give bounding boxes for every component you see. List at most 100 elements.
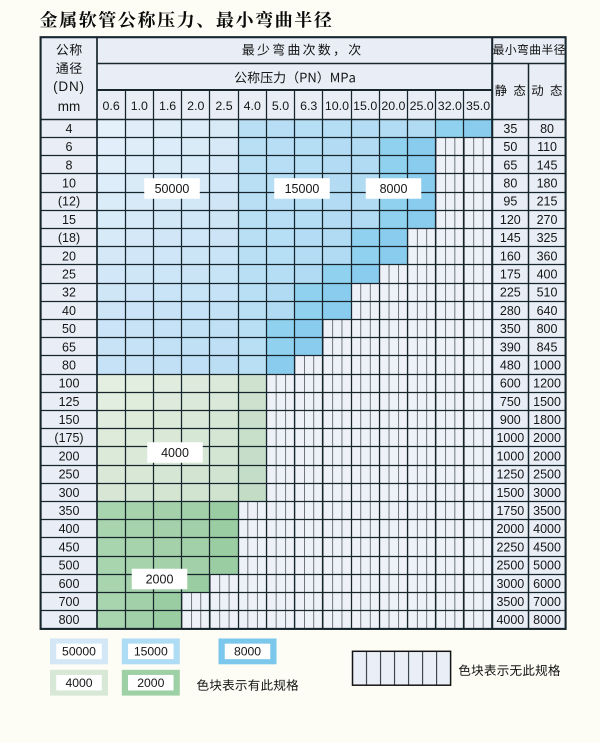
svg-text:8000: 8000 (380, 182, 408, 196)
svg-text:0.6: 0.6 (102, 99, 119, 113)
svg-text:1000: 1000 (533, 358, 561, 372)
svg-text:390: 390 (500, 340, 521, 354)
svg-text:50000: 50000 (155, 182, 190, 196)
svg-text:215: 215 (537, 195, 558, 209)
svg-text:145: 145 (537, 158, 558, 172)
svg-text:2000: 2000 (496, 522, 524, 536)
svg-text:35: 35 (503, 122, 517, 136)
svg-text:4000: 4000 (161, 446, 189, 460)
svg-text:4000: 4000 (533, 522, 561, 536)
svg-text:360: 360 (537, 249, 558, 263)
svg-text:325: 325 (537, 231, 558, 245)
svg-text:50: 50 (62, 322, 76, 336)
svg-text:4000: 4000 (496, 613, 524, 627)
svg-text:2500: 2500 (496, 559, 524, 573)
svg-text:15: 15 (62, 213, 76, 227)
svg-text:2.5: 2.5 (215, 99, 232, 113)
svg-text:1.6: 1.6 (159, 99, 176, 113)
svg-text:20: 20 (62, 249, 76, 263)
svg-text:160: 160 (500, 249, 521, 263)
svg-text:510: 510 (537, 286, 558, 300)
svg-text:6: 6 (66, 140, 73, 154)
svg-text:(175): (175) (54, 431, 83, 445)
svg-text:480: 480 (500, 358, 521, 372)
svg-text:300: 300 (59, 486, 80, 500)
svg-text:1500: 1500 (496, 486, 524, 500)
svg-text:250: 250 (59, 468, 80, 482)
svg-text:1500: 1500 (533, 395, 561, 409)
svg-text:(12): (12) (58, 195, 80, 209)
svg-text:175: 175 (500, 267, 521, 281)
svg-text:110: 110 (537, 140, 557, 154)
svg-text:10.0: 10.0 (325, 99, 349, 113)
svg-text:145: 145 (500, 231, 521, 245)
svg-text:125: 125 (59, 395, 80, 409)
svg-text:800: 800 (59, 613, 80, 627)
svg-text:600: 600 (59, 577, 80, 591)
svg-text:2000: 2000 (146, 572, 174, 586)
svg-text:1000: 1000 (496, 449, 524, 463)
svg-text:3000: 3000 (496, 577, 524, 591)
svg-text:2000: 2000 (533, 449, 561, 463)
svg-text:4: 4 (66, 122, 73, 136)
svg-text:5.0: 5.0 (272, 99, 289, 113)
svg-text:2.0: 2.0 (187, 99, 204, 113)
svg-text:700: 700 (59, 595, 80, 609)
svg-text:4000: 4000 (65, 676, 92, 690)
svg-text:400: 400 (59, 522, 80, 536)
svg-text:15000: 15000 (285, 182, 320, 196)
svg-text:1800: 1800 (533, 413, 561, 427)
svg-text:150: 150 (59, 413, 80, 427)
svg-text:mm: mm (58, 99, 81, 114)
svg-text:95: 95 (503, 195, 517, 209)
svg-text:2250: 2250 (496, 540, 524, 554)
svg-text:3000: 3000 (533, 486, 561, 500)
svg-text:40: 40 (62, 304, 76, 318)
svg-text:3500: 3500 (496, 595, 524, 609)
svg-text:8: 8 (66, 158, 73, 172)
svg-text:4500: 4500 (533, 540, 561, 554)
svg-text:1250: 1250 (496, 468, 524, 482)
svg-text:750: 750 (500, 395, 521, 409)
svg-text:6000: 6000 (533, 577, 561, 591)
svg-text:280: 280 (500, 304, 521, 318)
svg-text:35.0: 35.0 (466, 99, 490, 113)
svg-text:2000: 2000 (533, 431, 561, 445)
svg-text:25: 25 (62, 267, 76, 281)
svg-text:500: 500 (59, 559, 80, 573)
svg-text:270: 270 (537, 213, 558, 227)
svg-text:1200: 1200 (533, 377, 561, 391)
svg-text:1750: 1750 (496, 504, 524, 518)
svg-text:15000: 15000 (134, 645, 168, 659)
svg-text:100: 100 (59, 377, 80, 391)
svg-text:15.0: 15.0 (353, 99, 377, 113)
svg-text:4.0: 4.0 (244, 99, 261, 113)
svg-text:7000: 7000 (533, 595, 561, 609)
svg-text:6.3: 6.3 (300, 99, 317, 113)
svg-text:400: 400 (537, 267, 558, 281)
svg-text:845: 845 (537, 340, 558, 354)
svg-text:900: 900 (500, 413, 521, 427)
svg-text:3500: 3500 (533, 504, 561, 518)
svg-text:80: 80 (503, 176, 517, 190)
svg-text:10: 10 (62, 176, 76, 190)
svg-text:80: 80 (540, 122, 554, 136)
svg-text:50000: 50000 (62, 645, 96, 659)
svg-text:8000: 8000 (234, 645, 261, 659)
svg-text:5000: 5000 (533, 559, 561, 573)
svg-text:180: 180 (537, 176, 558, 190)
svg-text:(18): (18) (58, 231, 80, 245)
svg-text:120: 120 (500, 213, 521, 227)
svg-text:600: 600 (500, 377, 521, 391)
svg-text:2500: 2500 (533, 468, 561, 482)
svg-text:350: 350 (500, 322, 521, 336)
svg-text:350: 350 (59, 504, 80, 518)
svg-text:50: 50 (503, 140, 517, 154)
svg-text:200: 200 (59, 449, 80, 463)
svg-text:65: 65 (62, 340, 76, 354)
svg-text:32.0: 32.0 (438, 99, 462, 113)
svg-text:32: 32 (62, 286, 76, 300)
svg-text:25.0: 25.0 (410, 99, 434, 113)
svg-text:1.0: 1.0 (131, 99, 148, 113)
svg-text:65: 65 (503, 158, 517, 172)
